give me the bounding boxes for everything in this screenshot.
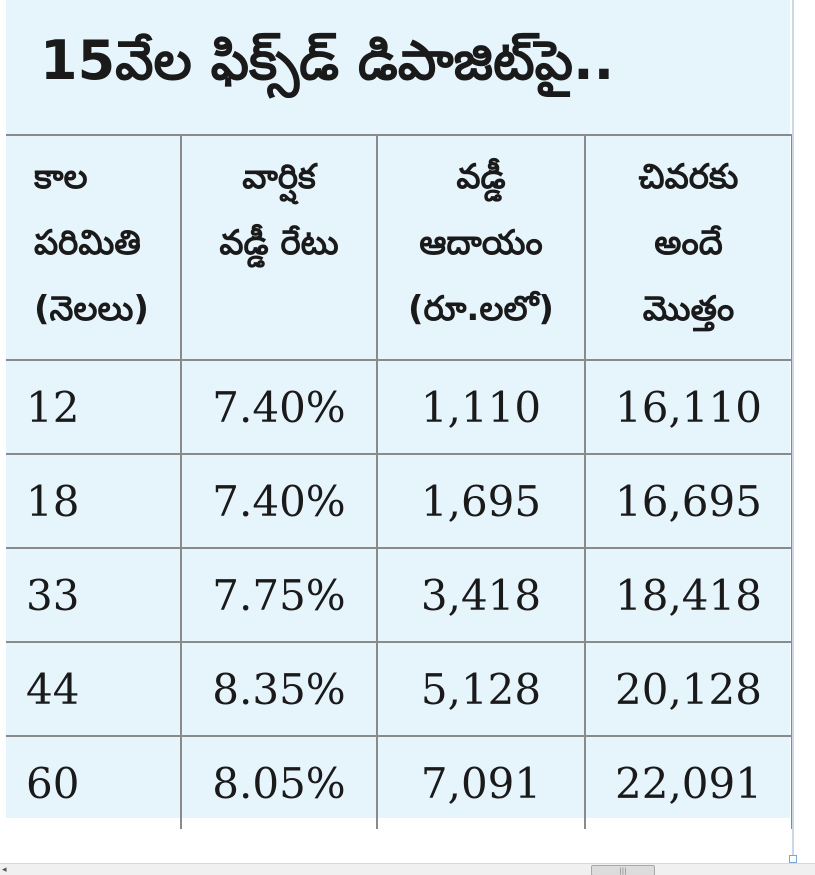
header-line: వడ్డీ [456,157,506,197]
header-line: మొత్తం [642,289,735,329]
cell-maturity: 16,110 [584,359,793,455]
header-line: (నెలలు) [34,289,149,329]
cell-rate: 7.40% [180,453,378,549]
horizontal-scrollbar[interactable]: ◂ ||| [0,863,815,875]
header-line: కాల [34,157,88,197]
cell-tenure: 44 [6,641,182,737]
window-right-edge [792,0,794,860]
cell-tenure: 18 [6,453,182,549]
header-line: చివరకు [638,157,739,197]
table-header-row: కాల పరిమితి (నెలలు) వార్షిక వడ్డీ రేటు వ… [6,134,793,361]
header-tenure-months: కాల పరిమితి (నెలలు) [6,134,182,361]
header-line: పరిమితి [34,223,141,263]
cell-maturity: 20,128 [584,641,793,737]
cell-maturity: 18,418 [584,547,793,643]
cell-rate: 7.75% [180,547,378,643]
header-line: (రూ.లలో) [408,289,554,329]
cell-tenure: 33 [6,547,182,643]
header-line: వడ్డీ రేటు [219,223,339,263]
cell-interest: 1,110 [376,359,586,455]
scroll-left-arrow-icon[interactable]: ◂ [2,865,7,875]
fd-infographic: 15వేల ఫిక్స్‌డ్ డిపాజిట్‌పై.. కాల పరిమిత… [6,0,793,829]
cell-interest: 1,695 [376,453,586,549]
header-line: అందే [654,223,723,263]
header-maturity-amount: చివరకు అందే మొత్తం [584,134,793,361]
table-row: 18 7.40% 1,695 16,695 [6,453,793,549]
header-line: ఆదాయం [419,223,543,263]
scrollbar-thumb[interactable]: ||| [591,865,655,875]
cell-tenure: 12 [6,359,182,455]
table-row: 60 8.05% 7,091 22,091 [6,735,793,829]
cell-rate: 8.35% [180,641,378,737]
header-interest-income: వడ్డీ ఆదాయం (రూ.లలో) [376,134,586,361]
fd-interest-table: కాల పరిమితి (నెలలు) వార్షిక వడ్డీ రేటు వ… [6,134,793,829]
cell-interest: 7,091 [376,735,586,829]
cell-tenure: 60 [6,735,182,829]
grip-icon: ||| [619,866,627,875]
cell-maturity: 22,091 [584,735,793,829]
cell-interest: 3,418 [376,547,586,643]
cell-rate: 8.05% [180,735,378,829]
cell-maturity: 16,695 [584,453,793,549]
cell-interest: 5,128 [376,641,586,737]
cell-rate: 7.40% [180,359,378,455]
table-row: 44 8.35% 5,128 20,128 [6,641,793,737]
header-line: వార్షిక [242,157,316,197]
header-annual-interest-rate: వార్షిక వడ్డీ రేటు [180,134,378,361]
table-row: 33 7.75% 3,418 18,418 [6,547,793,643]
resize-handle[interactable] [789,855,797,863]
table-row: 12 7.40% 1,110 16,110 [6,359,793,455]
infographic-title: 15వేల ఫిక్స్‌డ్ డిపాజిట్‌పై.. [40,28,615,92]
